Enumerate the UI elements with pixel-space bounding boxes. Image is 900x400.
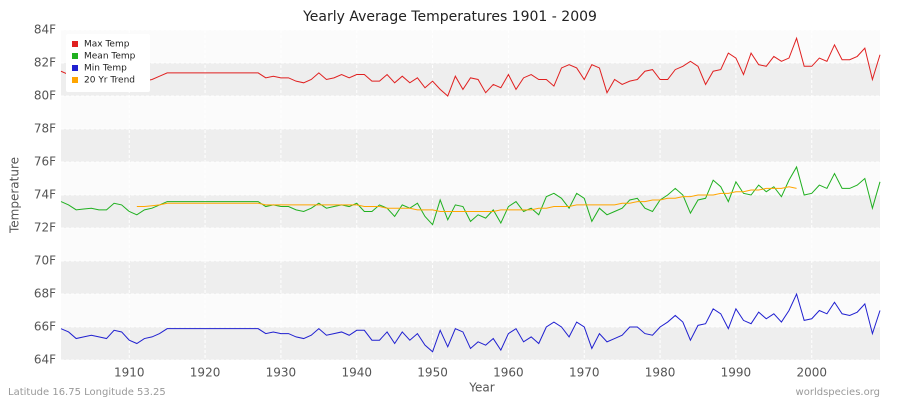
legend-swatch [72, 77, 78, 83]
series-line [136, 186, 797, 212]
legend-box [66, 34, 150, 92]
y-tick-label: 76F [34, 155, 56, 169]
legend-swatch [72, 65, 78, 71]
y-tick-label: 70F [34, 254, 56, 268]
y-tick-label: 78F [34, 122, 56, 136]
y-axis-label: Temperature [8, 157, 22, 234]
grid-band [61, 30, 880, 63]
x-tick-label: 1980 [645, 366, 676, 380]
y-tick-label: 72F [34, 221, 56, 235]
y-tick-label: 64F [34, 353, 56, 367]
grid-band [61, 327, 880, 360]
legend-label: 20 Yr Trend [84, 76, 135, 86]
x-tick-label: 1950 [417, 366, 448, 380]
grid-band [61, 63, 880, 96]
x-tick-label: 1930 [266, 366, 297, 380]
grid-band [61, 261, 880, 294]
legend-swatch [72, 53, 78, 59]
y-tick-label: 66F [34, 320, 56, 334]
series-line [60, 165, 881, 226]
grid-band [61, 129, 880, 162]
legend-label: Mean Temp [84, 52, 136, 62]
grid-band [61, 228, 880, 261]
x-tick-label: 1920 [190, 366, 221, 380]
y-tick-label: 74F [34, 188, 56, 202]
legend-label: Min Temp [84, 64, 127, 74]
series-line [60, 292, 881, 353]
x-tick-label: 1960 [493, 366, 524, 380]
x-tick-label: 1910 [114, 366, 145, 380]
y-tick-label: 80F [34, 89, 56, 103]
y-tick-label: 68F [34, 287, 56, 301]
grid-band [61, 294, 880, 327]
x-axis-label: Year [468, 381, 494, 395]
grid-band [61, 96, 880, 129]
y-tick-label: 84F [34, 23, 56, 37]
footer-left: Latitude 16.75 Longitude 53.25 [8, 387, 166, 398]
x-tick-label: 1940 [341, 366, 372, 380]
grid-band [61, 162, 880, 195]
series-line [60, 36, 881, 97]
x-tick-label: 2000 [796, 366, 827, 380]
legend-label: Max Temp [84, 40, 130, 50]
chart-title: Yearly Average Temperatures 1901 - 2009 [302, 9, 597, 25]
legend-swatch [72, 41, 78, 47]
footer-right: worldspecies.org [796, 387, 880, 398]
y-tick-label: 82F [34, 56, 56, 70]
x-tick-label: 1970 [569, 366, 600, 380]
x-tick-label: 1990 [721, 366, 752, 380]
